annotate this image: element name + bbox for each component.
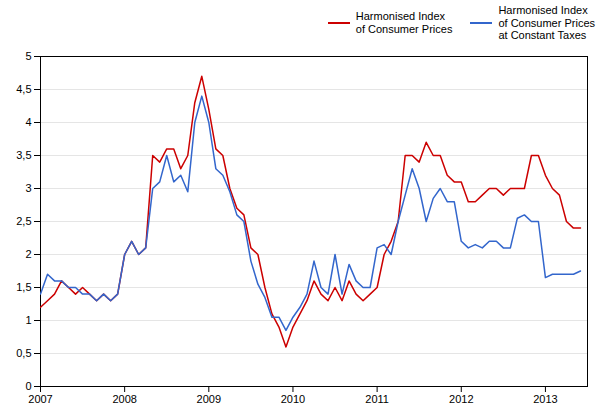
svg-text:2,5: 2,5 <box>16 215 31 227</box>
svg-text:0,5: 0,5 <box>16 347 31 359</box>
svg-text:3,5: 3,5 <box>16 149 31 161</box>
svg-text:2007: 2007 <box>28 393 52 405</box>
svg-text:0: 0 <box>25 380 31 392</box>
svg-text:2: 2 <box>25 248 31 260</box>
svg-text:5: 5 <box>25 50 31 62</box>
svg-text:2012: 2012 <box>449 393 473 405</box>
svg-text:1,5: 1,5 <box>16 281 31 293</box>
svg-text:1: 1 <box>25 314 31 326</box>
html-text:Harmonised Index of Consumer P: Harmonised Index of Consumer Prices <box>355 10 453 35</box>
svg-text:2008: 2008 <box>112 393 136 405</box>
svg-text:2013: 2013 <box>533 393 557 405</box>
svg-text:4,5: 4,5 <box>16 83 31 95</box>
html-text:Harmonised Index of Consumer P: Harmonised Index of Consumer Prices at C… <box>498 4 595 42</box>
svg-text:4: 4 <box>25 116 31 128</box>
svg-text:3: 3 <box>25 182 31 194</box>
svg-text:2011: 2011 <box>365 393 389 405</box>
svg-text:2010: 2010 <box>281 393 305 405</box>
svg-text:2009: 2009 <box>197 393 221 405</box>
